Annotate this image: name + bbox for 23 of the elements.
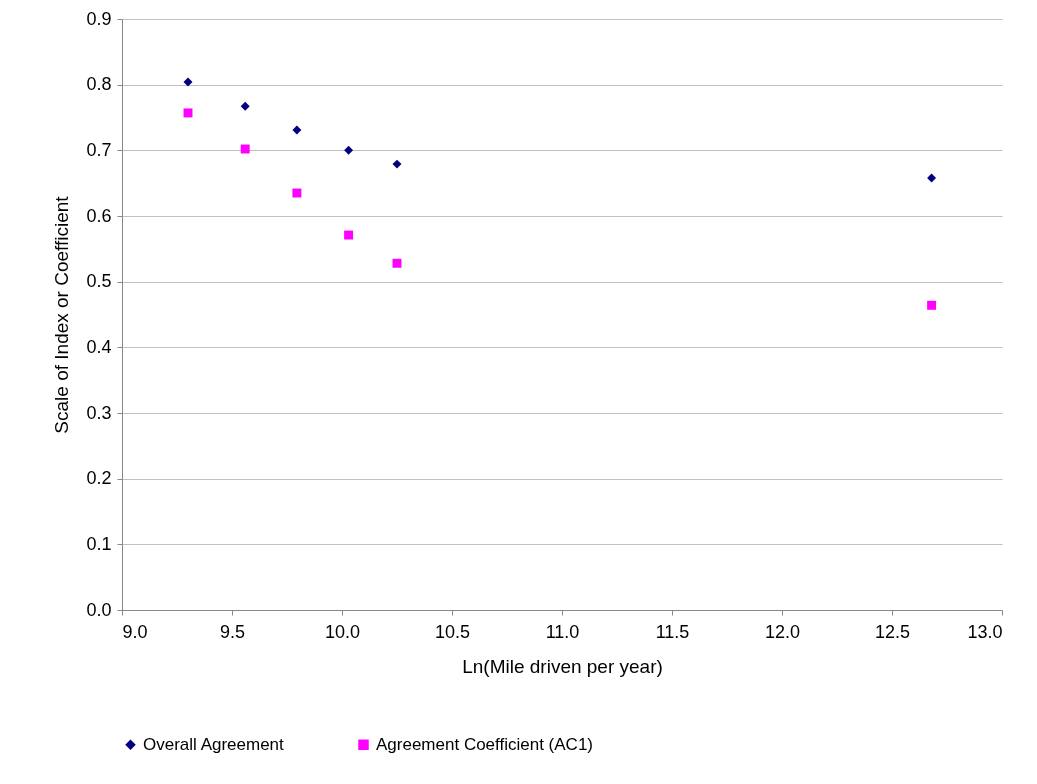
legend-label: Agreement Coefficient (AC1) <box>376 734 594 754</box>
x-tick-label: 9.5 <box>219 621 246 642</box>
legend-label: Overall Agreement <box>143 734 285 754</box>
y-tick-label: 0.1 <box>86 533 112 554</box>
x-tick-label: 11.0 <box>545 621 580 642</box>
y-tick-label: 0.0 <box>86 599 112 620</box>
y-tick-label: 0.7 <box>86 139 112 160</box>
y-tick-label: 0.4 <box>86 336 112 357</box>
y-axis-title: Scale of Index or Coefficient <box>51 195 73 434</box>
y-tick-label: 0.3 <box>86 402 112 423</box>
x-tick-label: 13.0 <box>967 621 1003 642</box>
x-tick-label: 12.5 <box>874 621 911 642</box>
y-tick-label: 0.5 <box>86 271 112 292</box>
x-tick-label: 10.0 <box>324 621 361 642</box>
x-axis-title: Ln(Mile driven per year) <box>462 655 663 677</box>
x-tick-label: 9.0 <box>122 621 148 642</box>
y-tick-label: 0.9 <box>86 8 112 29</box>
x-tick-label: 11.5 <box>655 621 690 642</box>
y-tick-label: 0.2 <box>86 468 112 489</box>
y-tick-label: 0.6 <box>86 205 112 226</box>
x-tick-label: 12.0 <box>764 621 801 642</box>
x-tick-label: 10.5 <box>434 621 471 642</box>
y-tick-label: 0.8 <box>86 74 112 95</box>
